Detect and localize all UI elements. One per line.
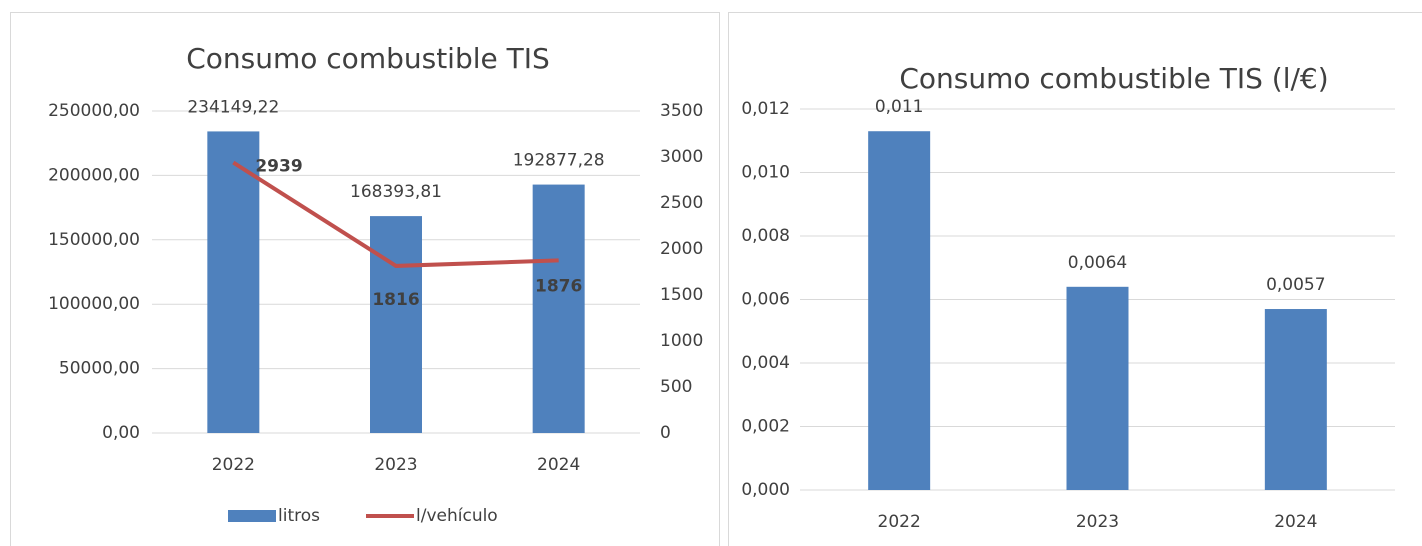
y-tick-label: 0,00 — [102, 423, 140, 443]
bar — [1264, 309, 1327, 490]
y2-tick-label: 2500 — [660, 193, 703, 213]
y-tick-label: 50000,00 — [59, 359, 140, 379]
chart-title: Consumo combustible TIS (l/€) — [899, 62, 1328, 95]
y-tick-label: 150000,00 — [48, 230, 140, 250]
y-tick-label: 0,008 — [741, 226, 790, 246]
data-label: 0,0057 — [1266, 275, 1325, 295]
bar — [1066, 286, 1129, 490]
data-label: 1876 — [535, 276, 582, 296]
data-label: 168393,81 — [350, 182, 442, 202]
data-label: 192877,28 — [513, 151, 605, 171]
legend-label: l/vehículo — [416, 506, 498, 526]
y-tick-label: 0,004 — [741, 353, 790, 373]
y2-tick-label: 1500 — [660, 285, 703, 305]
data-label: 2939 — [255, 157, 302, 177]
x-tick-label: 2023 — [374, 455, 417, 475]
y2-tick-label: 500 — [660, 377, 692, 397]
line — [232, 160, 559, 268]
data-label: 0,0064 — [1068, 253, 1127, 273]
x-tick-label: 2022 — [212, 455, 255, 475]
data-label: 1816 — [372, 290, 419, 310]
chart-frame — [10, 12, 720, 546]
y2-tick-label: 0 — [660, 423, 671, 443]
y-tick-label: 100000,00 — [48, 294, 140, 314]
legend-swatch — [228, 510, 276, 522]
x-tick-label: 2023 — [1076, 512, 1119, 532]
y-tick-label: 0,002 — [741, 417, 790, 437]
y-tick-label: 0,012 — [741, 99, 790, 119]
data-label: 234149,22 — [187, 97, 279, 117]
x-tick-label: 2024 — [537, 455, 580, 475]
legend-label: litros — [278, 506, 320, 526]
y2-tick-label: 2000 — [660, 239, 703, 259]
x-tick-label: 2024 — [1274, 512, 1317, 532]
x-tick-label: 2022 — [878, 512, 921, 532]
bar — [207, 131, 260, 433]
y2-tick-label: 3500 — [660, 101, 703, 121]
y-tick-label: 0,000 — [741, 480, 790, 500]
y-tick-label: 0,006 — [741, 290, 790, 310]
bar — [868, 131, 931, 490]
chart-title: Consumo combustible TIS — [186, 42, 550, 75]
y2-tick-label: 1000 — [660, 331, 703, 351]
y-tick-label: 0,010 — [741, 163, 790, 183]
bar — [370, 216, 422, 433]
bar — [532, 184, 585, 433]
y2-tick-label: 3000 — [660, 147, 703, 167]
y-tick-label: 250000,00 — [48, 101, 140, 121]
y-tick-label: 200000,00 — [48, 165, 140, 185]
data-label: 0,011 — [875, 97, 924, 117]
